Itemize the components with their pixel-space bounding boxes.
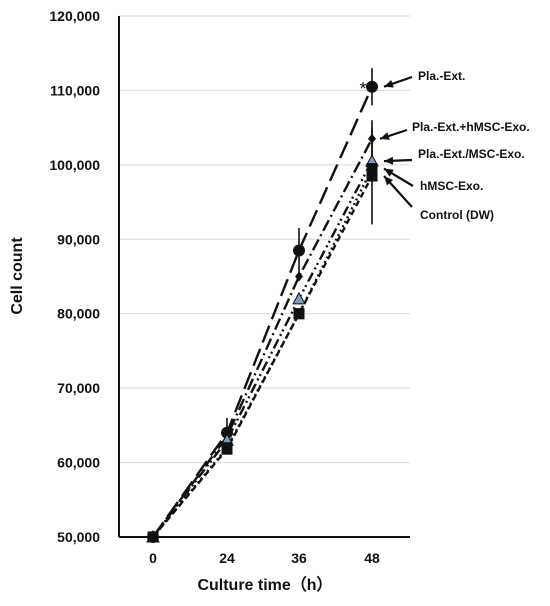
marker-point — [147, 531, 159, 543]
y-tick-label: 70,000 — [57, 380, 100, 396]
series-line — [152, 138, 374, 538]
legend-label: hMSC-Exo. — [420, 179, 483, 193]
marker-point — [293, 308, 305, 320]
marker-point — [368, 133, 376, 144]
x-tick-label: 36 — [291, 550, 307, 566]
y-tick-labels: 50,000 60,000 70,000 80,000 90,000 100,000 110… — [49, 8, 100, 545]
marker-point — [221, 443, 233, 455]
series-line — [152, 86, 374, 538]
y-tick-label: 60,000 — [57, 455, 100, 471]
x-axis-title: Culture time（h） — [197, 576, 332, 594]
legend-label: Pla.-Ext./MSC-Exo. — [418, 147, 525, 161]
significance-annotation: * — [359, 79, 366, 99]
y-tick-label: 100,000 — [49, 157, 100, 173]
series-markers — [146, 80, 379, 543]
marker-point — [292, 291, 306, 305]
grid-lines — [119, 15, 410, 464]
legend-label: Control (DW) — [420, 208, 494, 222]
x-tick-labels: 0 24 36 48 — [149, 550, 380, 566]
marker-point — [293, 244, 305, 257]
marker-point — [366, 163, 378, 175]
legend-label: Pla.-Ext.+hMSC-Exo. — [412, 120, 530, 134]
series-line — [152, 175, 374, 538]
axes — [118, 16, 410, 538]
series-line — [152, 160, 374, 538]
series-lines — [152, 86, 374, 538]
marker-point — [295, 271, 303, 282]
y-axis-title: Cell count — [9, 237, 26, 315]
legend-arrowhead — [384, 156, 394, 165]
legend-arrowhead — [380, 132, 390, 140]
marker-point — [366, 80, 378, 93]
marker-point — [366, 170, 378, 182]
y-tick-label: 90,000 — [57, 231, 100, 247]
x-tick-label: 24 — [219, 550, 235, 566]
x-tick-label: 48 — [364, 550, 380, 566]
y-tick-label: 110,000 — [50, 82, 100, 98]
legend-label: Pla.-Ext. — [418, 69, 465, 83]
y-tick-label: 50,000 — [57, 529, 100, 545]
legend-arrowhead — [384, 79, 394, 88]
error-bars — [226, 68, 373, 448]
y-tick-label: 80,000 — [57, 306, 100, 322]
legend: Pla.-Ext. Pla.-Ext.+hMSC-Exo. Pla.-Ext./MS… — [379, 69, 530, 222]
legend-arrowhead — [384, 176, 394, 186]
y-tick-label: 120,000 — [49, 8, 100, 24]
legend-arrowhead — [384, 168, 394, 177]
x-tick-label: 0 — [149, 550, 157, 566]
